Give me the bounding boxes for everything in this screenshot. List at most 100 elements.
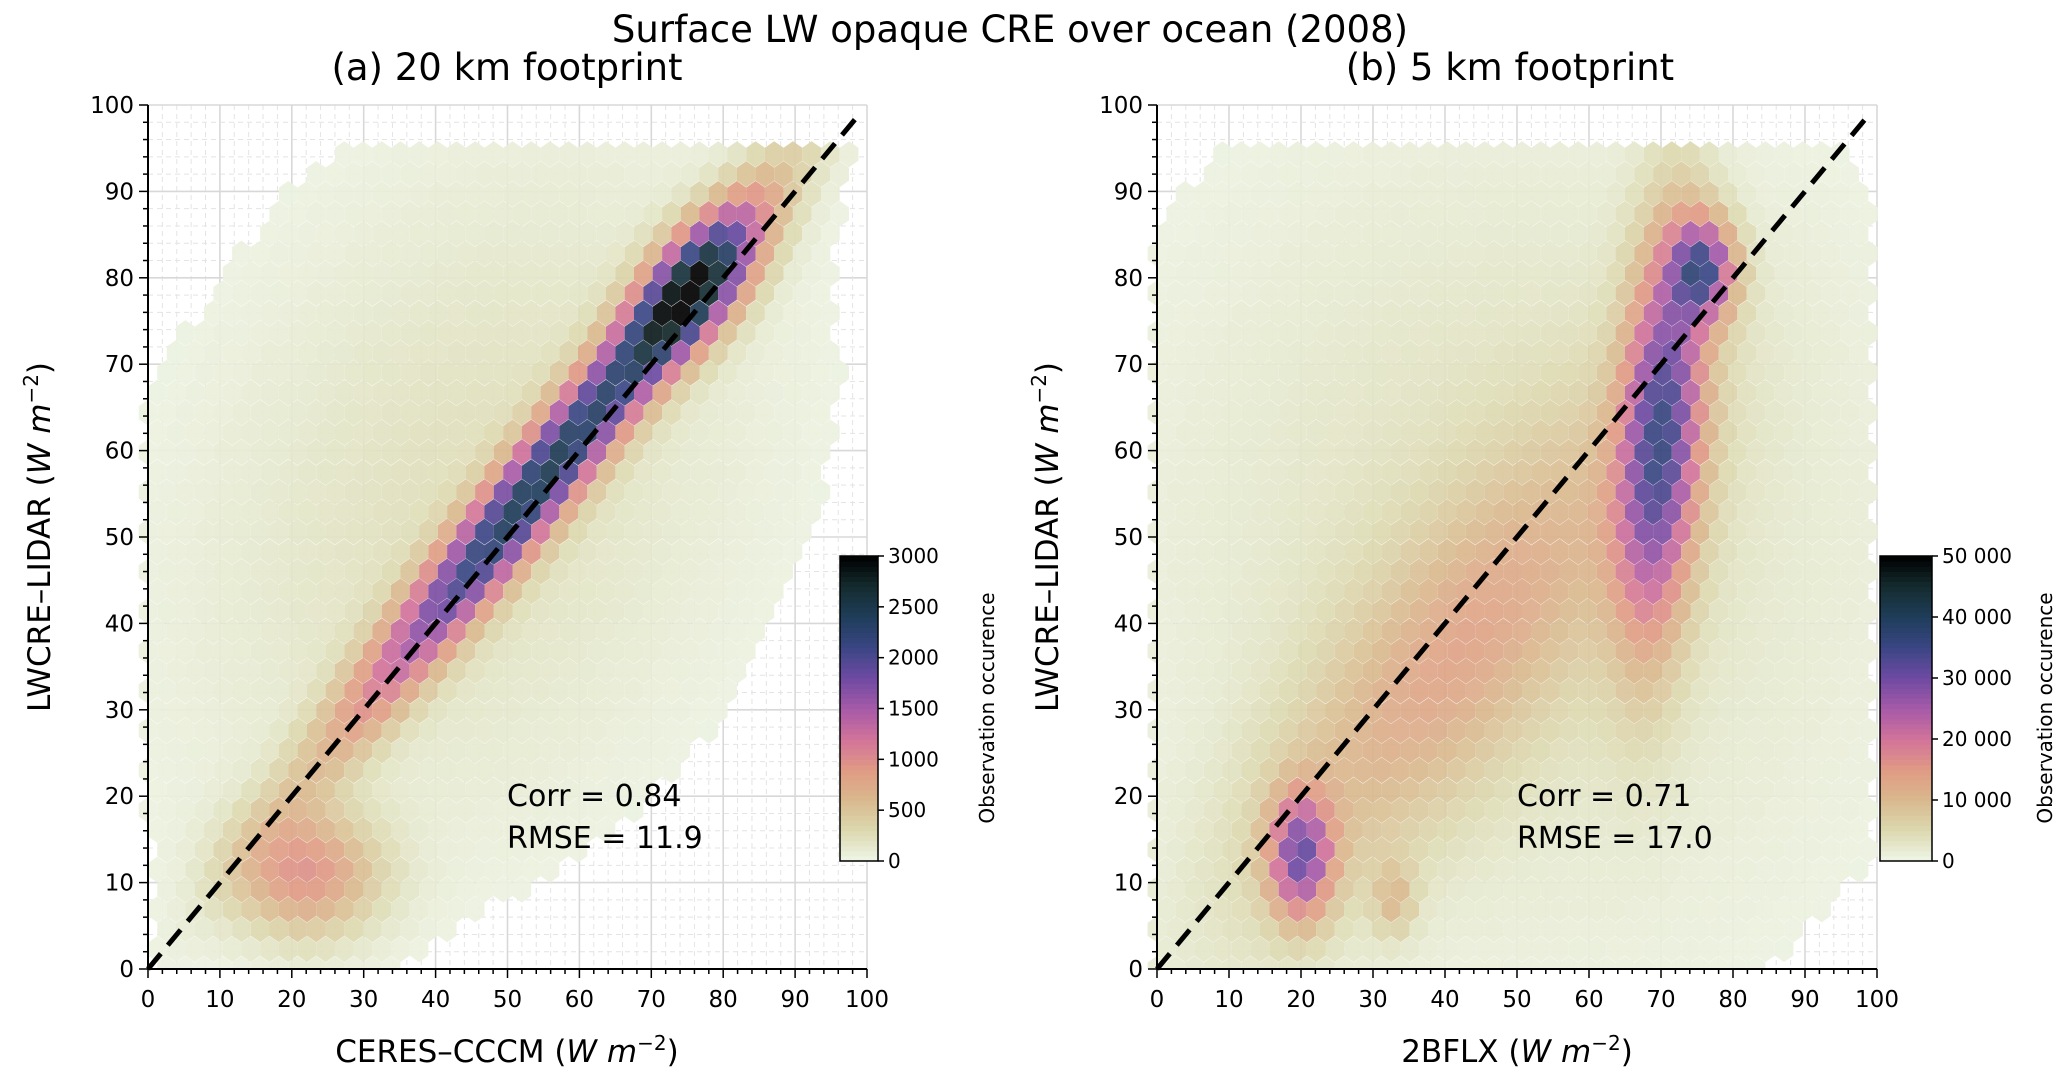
hex-bin <box>1353 916 1373 943</box>
hex-bin <box>811 399 831 426</box>
hex-bin <box>1596 240 1616 267</box>
hex-bin <box>1325 459 1345 486</box>
hex-bin <box>1746 558 1766 585</box>
hex-bin <box>288 359 307 386</box>
panel-a-colorbar-label: Observation occurence <box>975 592 999 823</box>
hex-bin <box>1830 777 1850 804</box>
hex-bin <box>1840 717 1859 744</box>
hex-bin <box>1260 280 1279 307</box>
hex-bin <box>1241 240 1260 267</box>
hex-bin <box>1494 379 1513 406</box>
hex-bin <box>1381 816 1401 843</box>
hex-bin <box>690 578 709 605</box>
colorbar-frame <box>1879 555 1933 862</box>
hex-bin <box>690 459 709 486</box>
hex-bin <box>213 518 233 545</box>
colorbar-segment <box>1880 566 1932 572</box>
hex-bin <box>1756 578 1775 605</box>
hex-bin <box>680 598 700 625</box>
hex-bin <box>344 836 363 863</box>
hex-bin <box>821 220 840 247</box>
hex-bin <box>1774 816 1794 843</box>
hex-bin <box>1475 340 1494 366</box>
hex-bin <box>1316 558 1335 585</box>
hex-bin <box>549 240 569 267</box>
hex-bin <box>792 399 812 426</box>
colorbar-segment <box>1880 840 1932 847</box>
colorbar-segment <box>1880 794 1932 801</box>
hex-bin <box>1625 220 1644 247</box>
hex-bin <box>344 399 363 426</box>
hex-bin <box>1353 240 1373 267</box>
hex-bin <box>1653 836 1672 863</box>
hex-bin <box>1334 598 1354 625</box>
colorbar-segment <box>840 830 878 837</box>
hex-bin <box>736 399 756 426</box>
hex-bin <box>1409 797 1429 823</box>
hex-bin <box>1447 638 1466 664</box>
hex-bin <box>1381 499 1401 525</box>
hex-bin <box>1353 359 1373 386</box>
hex-bin <box>250 399 270 426</box>
hex-bin <box>1175 499 1195 525</box>
hex-bin <box>587 717 606 744</box>
hex-bin <box>381 359 401 386</box>
hex-bin <box>1231 777 1251 804</box>
hex-bin <box>615 220 634 247</box>
hex-bin <box>1288 300 1307 327</box>
hex-bin <box>549 598 569 625</box>
hex-bin <box>1625 777 1644 804</box>
hex-bin <box>624 280 644 307</box>
hex-bin <box>1419 300 1438 327</box>
hex-bin <box>1316 717 1335 744</box>
hex-bin <box>1447 558 1466 585</box>
hex-bin <box>1596 757 1616 784</box>
hex-bin <box>1653 558 1672 585</box>
hex-bin <box>1634 598 1654 625</box>
hex-bin <box>783 300 803 327</box>
hex-bin <box>549 558 569 585</box>
colorbar-segment <box>1880 728 1932 735</box>
hex-bin <box>1203 320 1223 347</box>
hex-bin <box>671 737 691 764</box>
hex-bin <box>465 657 485 684</box>
hex-bin <box>484 657 504 684</box>
hex-bin <box>727 419 747 446</box>
hex-bin <box>148 856 167 883</box>
hex-bin <box>1157 618 1176 645</box>
hex-bin <box>643 717 663 744</box>
hex-bin <box>1494 419 1513 446</box>
hex-bin <box>1746 717 1766 744</box>
hex-bin <box>353 499 373 525</box>
hex-bin <box>1550 896 1569 923</box>
hex-bin <box>1550 141 1569 168</box>
colorbar-segment <box>840 774 878 781</box>
hex-bin <box>1812 499 1831 525</box>
hex-bin <box>1503 359 1522 386</box>
hex-bin <box>1653 161 1672 188</box>
hex-bin <box>1288 499 1307 525</box>
hex-bin <box>1821 399 1841 426</box>
hex-bin <box>250 677 270 704</box>
hex-bin <box>1166 240 1186 267</box>
hex-bin <box>1344 896 1363 923</box>
hex-bin <box>1596 399 1616 426</box>
hex-bin <box>1522 240 1541 267</box>
hex-bin <box>1175 737 1195 764</box>
hex-bin <box>1166 200 1186 227</box>
hex-bin <box>1409 399 1429 426</box>
hex-bin <box>755 399 775 426</box>
hex-bin <box>391 777 410 804</box>
hex-bin <box>1381 657 1401 684</box>
hex-bin <box>269 598 289 625</box>
hex-bin <box>1840 518 1859 545</box>
hex-bin <box>1634 836 1654 863</box>
hex-bin <box>419 558 438 585</box>
hex-bin <box>1709 638 1728 664</box>
hex-bin <box>1756 340 1775 366</box>
hex-bin <box>503 737 522 764</box>
hex-bin <box>194 598 214 625</box>
hex-bin <box>1568 260 1588 287</box>
hex-bin <box>1241 638 1260 664</box>
hex-bin <box>1793 578 1813 605</box>
